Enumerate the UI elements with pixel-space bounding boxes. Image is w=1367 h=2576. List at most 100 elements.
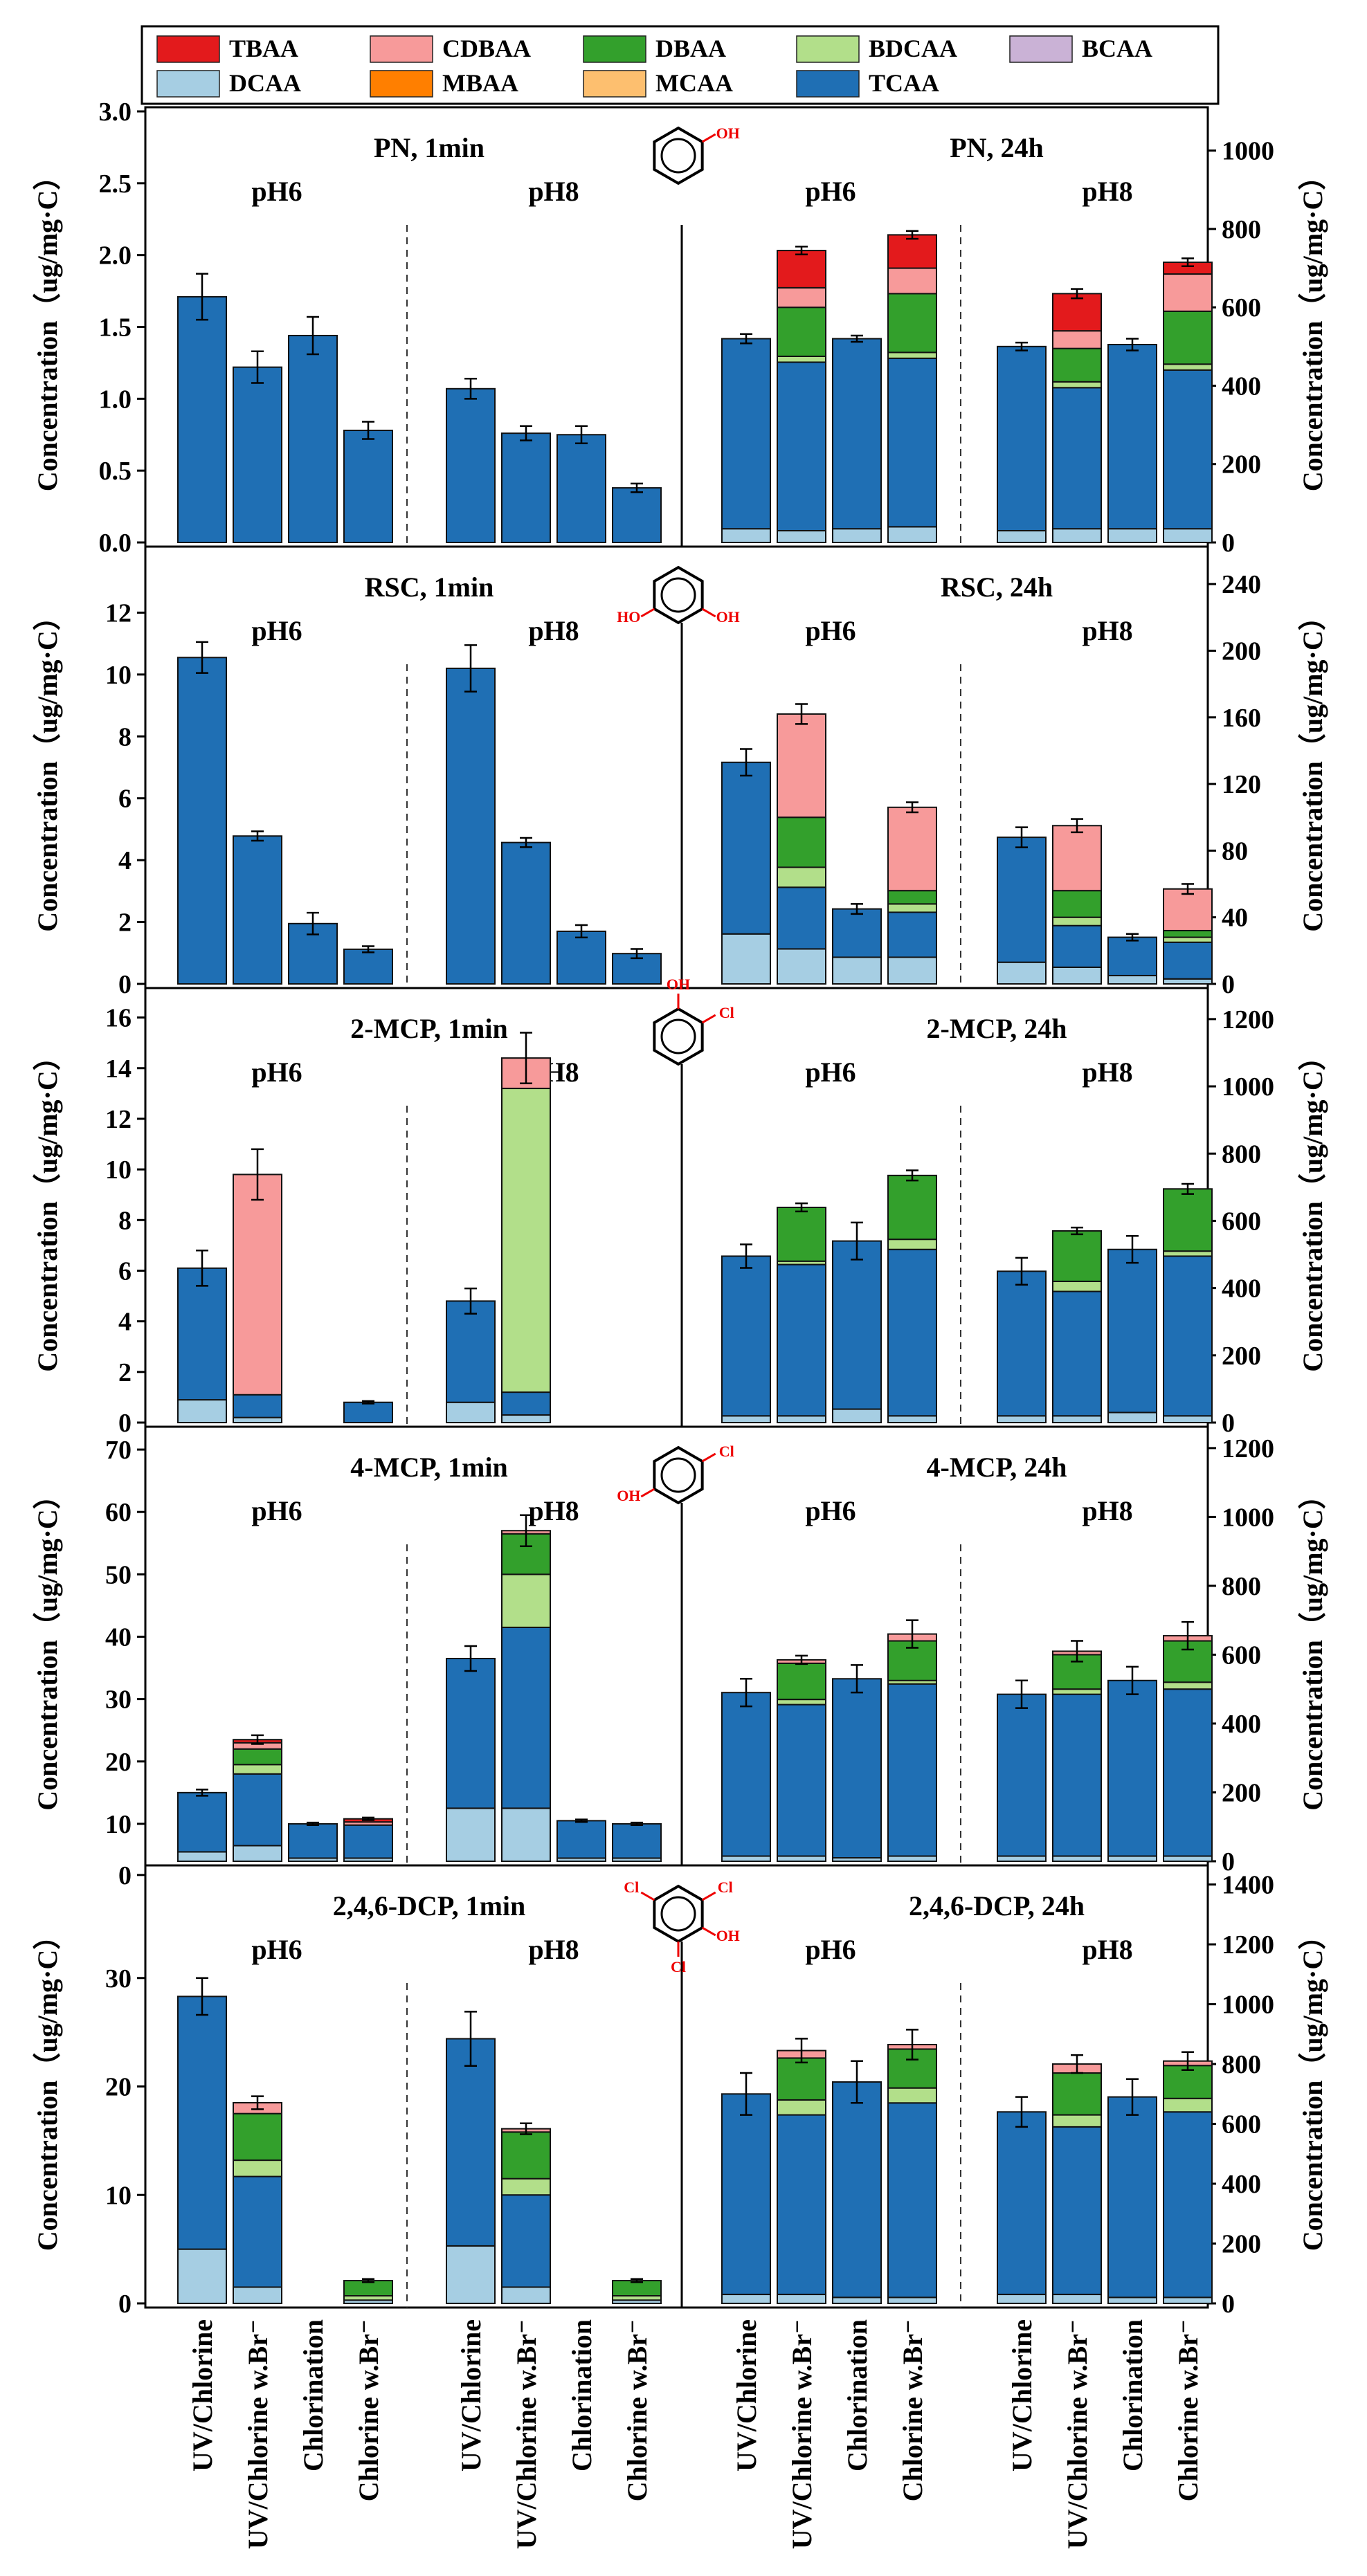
bar-segment-tcaa: [1107, 1679, 1157, 1857]
bar-segment-dcaa: [1163, 1415, 1213, 1423]
bar-16: [1163, 257, 1213, 543]
bar-15: [1107, 1665, 1157, 1862]
bar-segment-tcaa: [721, 1255, 771, 1417]
bar-2: [233, 830, 282, 985]
panel-title-1min: 2-MCP, 1min: [350, 1013, 507, 1044]
bar-segment-dbaa: [1052, 1230, 1102, 1282]
bar-segment-tcaa: [1163, 1688, 1213, 1857]
left-tick-label: 8: [118, 722, 132, 751]
right-tick-label: 800: [1222, 1140, 1261, 1169]
bar-10: [777, 2038, 826, 2305]
bar-segment-tcaa: [997, 345, 1047, 532]
bar-segment-dbaa: [1052, 890, 1102, 918]
bar-segment-dbaa: [777, 2057, 826, 2101]
x-axis-labels: UV/Chlorine UV/Chlorine w.Br⁻ Chlorination…: [187, 2319, 1204, 2549]
legend-label-cdbaa: CDBAA: [442, 35, 531, 62]
bar-segment-dbaa: [1052, 2072, 1102, 2116]
molecule-resorcinol-icon: OH HO: [617, 565, 740, 625]
bar-segment-tcaa: [501, 432, 551, 543]
bar-5: [446, 2011, 496, 2305]
bar-segment-tcaa: [446, 1658, 496, 1809]
bar-segment-dcaa: [1107, 974, 1157, 985]
bar-segment-bdcaa: [1052, 2114, 1102, 2128]
bar-6: [501, 837, 551, 985]
bar-segment-tcaa: [1163, 1255, 1213, 1417]
panel-2-mcp: 0 2 4 6 8 10 12 14 16 0 200 400 600 800 1000 1200 Concen…: [32, 976, 1328, 1438]
bar-segment-dbaa: [1052, 347, 1102, 383]
molecule-2-4-6-trichlorophenol-icon: Cl Cl OH Cl: [624, 1879, 740, 1975]
group-label-ph6: pH6: [805, 1495, 855, 1526]
bar-segment-cdbaa: [1052, 330, 1102, 349]
bar-segment-dcaa: [177, 1399, 227, 1423]
legend-label-mbaa: MBAA: [442, 69, 518, 97]
left-tick-label: 40: [105, 1623, 132, 1652]
bar-segment-tcaa: [446, 1300, 496, 1403]
bar-segment-dbaa: [777, 1207, 826, 1262]
bar-3: [288, 1821, 338, 1862]
y-axis-label-left: Concentration（ug/mg·C）: [32, 1043, 63, 1372]
bar-1: [177, 1249, 227, 1423]
bar-segment-tcaa: [1107, 936, 1157, 976]
bar-segment-bdcaa: [777, 1699, 826, 1706]
left-tick-label: 2.5: [99, 170, 132, 199]
legend-label-bdcaa: BDCAA: [869, 35, 957, 62]
bar-11: [832, 903, 882, 985]
bar-10: [777, 703, 826, 985]
bar-16: [1163, 1620, 1213, 1862]
bar-segment-bdcaa: [1163, 1250, 1213, 1257]
bar-segment-bdcaa: [501, 1088, 551, 1394]
right-tick-label: 1400: [1222, 1871, 1274, 1900]
group-label-ph6: pH6: [251, 1934, 302, 1965]
x-category-label: Chlorine w.Br⁻: [897, 2319, 928, 2501]
bar-segment-bdcaa: [887, 903, 937, 913]
right-tick-label: 600: [1222, 1641, 1261, 1670]
aromatic-circle: [660, 1457, 696, 1493]
left-tick-label: 70: [105, 1436, 132, 1465]
x-category-label: Chlorination: [566, 2319, 597, 2472]
bar-14: [1052, 818, 1102, 985]
group-label-ph8: pH8: [1082, 176, 1132, 207]
right-tick-label: 200: [1222, 1778, 1261, 1807]
substituent-cl: Cl: [671, 1958, 686, 1975]
bar-segment-dcaa: [832, 528, 882, 543]
bar-5: [446, 1287, 496, 1423]
bar-segment-bdcaa: [887, 2087, 937, 2104]
right-tick-label: 0: [1222, 529, 1235, 558]
bar-segment-bdcaa: [777, 355, 826, 363]
right-tick-label: 1200: [1222, 1005, 1274, 1034]
group-label-ph8: pH8: [1082, 615, 1132, 646]
bar-segment-tcaa: [777, 1263, 826, 1417]
bar-segment-tcaa: [1163, 941, 1213, 980]
bar-segment-tcaa: [1163, 369, 1213, 530]
bar-segment-cdbaa: [1163, 888, 1213, 931]
bar-segment-tcaa: [1052, 1290, 1102, 1417]
bar-15: [1107, 2078, 1157, 2305]
bar-13: [997, 2096, 1047, 2305]
left-tick-label: 1.5: [99, 313, 132, 342]
bar-segment-tcaa: [233, 1394, 282, 1418]
panel-title-24h: 2-MCP, 24h: [927, 1013, 1067, 1044]
bar-13: [997, 1257, 1047, 1423]
left-tick-label: 12: [105, 1105, 132, 1134]
x-category-label: UV/Chlorine: [455, 2319, 487, 2472]
left-tick-label: 0.5: [99, 457, 132, 486]
bar-segment-tcaa: [288, 1823, 338, 1859]
right-tick-label: 400: [1222, 372, 1261, 401]
right-tick-label: 800: [1222, 2050, 1261, 2079]
bar-segment-dcaa: [887, 2296, 937, 2305]
bar-segment-bdcaa: [1052, 381, 1102, 389]
bar-5: [446, 644, 496, 985]
bar-segment-tcaa: [997, 1693, 1047, 1857]
bar-segment-dcaa: [233, 1416, 282, 1424]
bar-segment-tcaa: [887, 2102, 937, 2299]
right-tick-label: 1200: [1222, 1930, 1274, 1960]
bar-segment-tcaa: [832, 908, 882, 958]
legend-swatch-dbaa: [583, 35, 646, 63]
bar-segment-cdbaa: [777, 286, 826, 309]
bar-13: [997, 1679, 1047, 1862]
x-category-label: Chlorination: [298, 2319, 329, 2472]
right-tick-label: 0: [1222, 1847, 1235, 1876]
bar-segment-dcaa: [997, 961, 1047, 985]
bar-segment-tcaa: [777, 1703, 826, 1857]
